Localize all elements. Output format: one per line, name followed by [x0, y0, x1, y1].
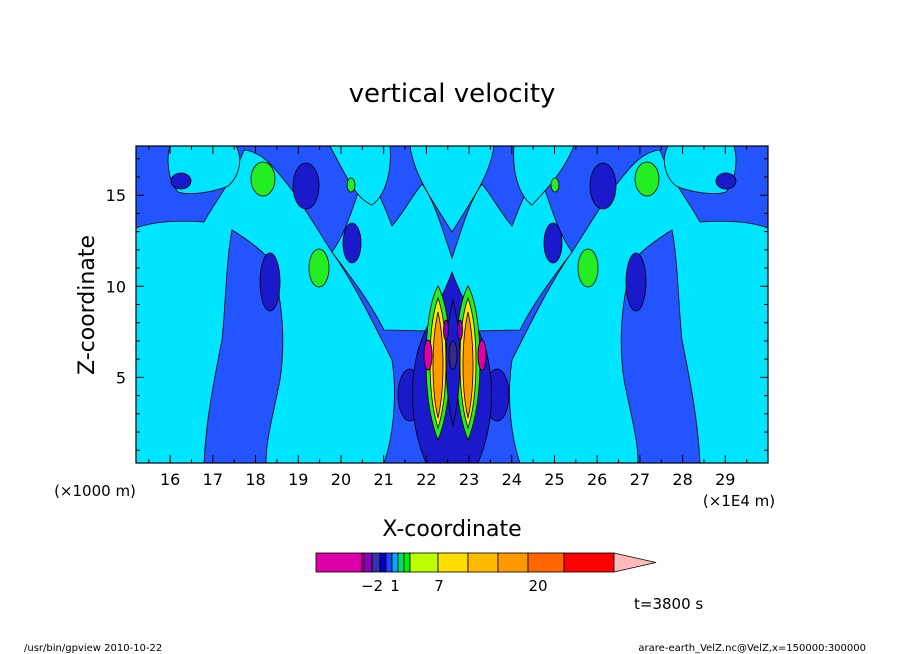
y-axis: 5 10 15 [106, 158, 768, 451]
time-label: t=3800 s [634, 595, 703, 613]
x-tick-label: 25 [544, 470, 564, 489]
colorbar-tick-label: 1 [390, 577, 400, 595]
contour-magenta-cell [477, 339, 487, 371]
footer-right: arare-earth_VelZ.nc@VelZ,x=150000:300000 [638, 643, 866, 654]
contour-darkblue-cell [625, 252, 647, 312]
colorbar-segment [385, 552, 393, 573]
x-tick-label: 21 [373, 470, 393, 489]
colorbar-tick-label: 20 [528, 577, 547, 595]
contour-updraft-left-orange [432, 311, 444, 419]
contour-cyan-strand [329, 146, 391, 206]
contour-downdraft-core [448, 340, 458, 370]
x-tick-label: 20 [331, 470, 351, 489]
contour-darkblue-cell [342, 222, 362, 264]
x-tick-label: 26 [587, 470, 607, 489]
y-axis-title: Z-coordinate [75, 235, 100, 375]
contour-cyan-strand [513, 146, 575, 206]
contour-purple-cell [457, 319, 463, 341]
y-tick-label: 5 [116, 368, 126, 387]
colorbar-tick-label: −2 [361, 577, 383, 595]
x-tick-label: 29 [715, 470, 735, 489]
colorbar-segment [437, 552, 469, 573]
colorbar-segment [379, 552, 387, 573]
contour-green-cell [634, 161, 660, 197]
colorbar-segment [397, 552, 405, 573]
contour-cyan-strand [409, 146, 495, 233]
y-unit-label: (×1000 m) [54, 482, 136, 500]
contour-updraft-right-orange [462, 311, 474, 419]
x-tick-label: 19 [288, 470, 308, 489]
contour-magenta-cell [423, 339, 433, 371]
colorbar-tick-labels: −2 1 7 20 [361, 577, 548, 595]
contour-green-cell [308, 248, 330, 288]
contour-darkblue-cell [589, 162, 617, 210]
colorbar-segment [403, 552, 411, 573]
colorbar-segment [363, 552, 373, 573]
colorbar-segment [371, 552, 381, 573]
x-tick-label: 18 [245, 470, 265, 489]
x-tick-label: 24 [502, 470, 522, 489]
colorbar-segment [409, 552, 439, 573]
contour-darkblue-cell [259, 252, 281, 312]
x-tick-label: 17 [203, 470, 223, 489]
x-tick-label: 22 [416, 470, 436, 489]
x-axis-title: X-coordinate [382, 517, 521, 542]
x-scale-note: (×1E4 m) [703, 492, 775, 510]
contour-darkblue-cell [292, 162, 320, 210]
x-tick-label: 27 [630, 470, 650, 489]
colorbar-arrow [613, 552, 657, 573]
chart-title: vertical velocity [349, 79, 556, 109]
colorbar [315, 552, 657, 573]
x-tick-label: 16 [160, 470, 180, 489]
y-tick-label: 15 [106, 186, 126, 205]
footer-left: /usr/bin/gpview 2010-10-22 [24, 643, 162, 654]
contour-darkblue-cell [543, 222, 563, 264]
colorbar-segment [391, 552, 399, 573]
contour-green-cell [577, 248, 599, 288]
contour-darkblue-cell [170, 172, 192, 190]
contour-green-cell [550, 177, 560, 193]
colorbar-tick-label: 7 [434, 577, 444, 595]
colorbar-segment [527, 552, 565, 573]
plot-area [136, 146, 768, 463]
x-tick-label: 23 [459, 470, 479, 489]
y-tick-label: 10 [106, 277, 126, 296]
colorbar-segment [497, 552, 529, 573]
colorbar-segment [563, 552, 615, 573]
contour-green-cell [250, 161, 276, 197]
colorbar-segment [315, 552, 363, 573]
x-tick-label: 28 [672, 470, 692, 489]
contour-darkblue-cell [715, 172, 737, 190]
contour-purple-cell [443, 319, 449, 341]
contour-green-cell [346, 177, 356, 193]
colorbar-segment [467, 552, 499, 573]
x-axis: 16 17 18 19 20 21 22 23 24 25 26 27 28 29 [148, 146, 748, 489]
